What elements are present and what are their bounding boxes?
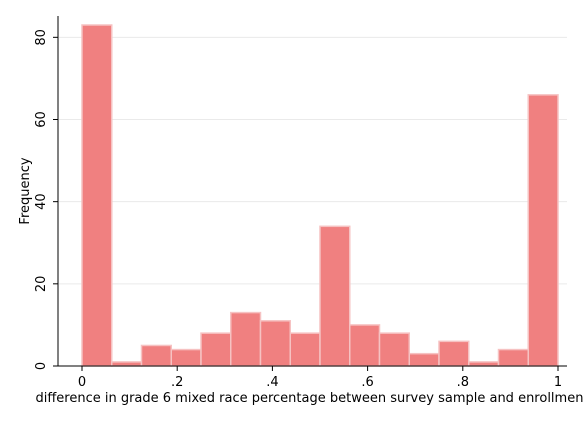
histogram-bar-13	[468, 361, 500, 367]
x-tick-label: 1	[554, 375, 562, 390]
axis-layer	[57, 16, 567, 367]
y-tick-label: 0	[34, 362, 49, 370]
histogram-bar-10	[378, 332, 410, 367]
histogram-bar-5	[230, 311, 262, 367]
x-tick-label: .4	[266, 375, 278, 390]
x-tick-label: .6	[361, 375, 373, 390]
histogram-bar-15	[527, 94, 559, 367]
histogram-bar-7	[289, 332, 321, 367]
y-tick-label: 20	[34, 276, 49, 293]
histogram-bar-2	[140, 344, 172, 367]
x-tick-label: .8	[457, 375, 469, 390]
histogram-bar-0	[81, 24, 113, 367]
histogram-bar-3	[170, 348, 202, 367]
histogram-bar-11	[408, 352, 440, 367]
histogram-bar-6	[259, 320, 291, 367]
y-axis-title: Frequency	[18, 157, 33, 224]
histogram-bar-14	[497, 348, 529, 367]
x-tick-label: 0	[78, 375, 86, 390]
histogram-bar-9	[349, 324, 381, 367]
histogram-bar-1	[111, 361, 143, 367]
histogram-bar-12	[438, 340, 470, 367]
x-axis-title: difference in grade 6 mixed race percent…	[35, 391, 583, 406]
y-tick-label: 40	[34, 193, 49, 210]
histogram-bar-8	[319, 225, 351, 367]
x-tick-label: .2	[171, 375, 183, 390]
tick-layer: 0 20 40 60 80 0 .2 .4 .6 .8 1	[34, 29, 562, 390]
histogram-bar-4	[200, 332, 232, 367]
y-tick-label: 80	[34, 29, 49, 46]
grid-layer	[59, 36, 567, 285]
y-tick-label: 60	[34, 111, 49, 128]
